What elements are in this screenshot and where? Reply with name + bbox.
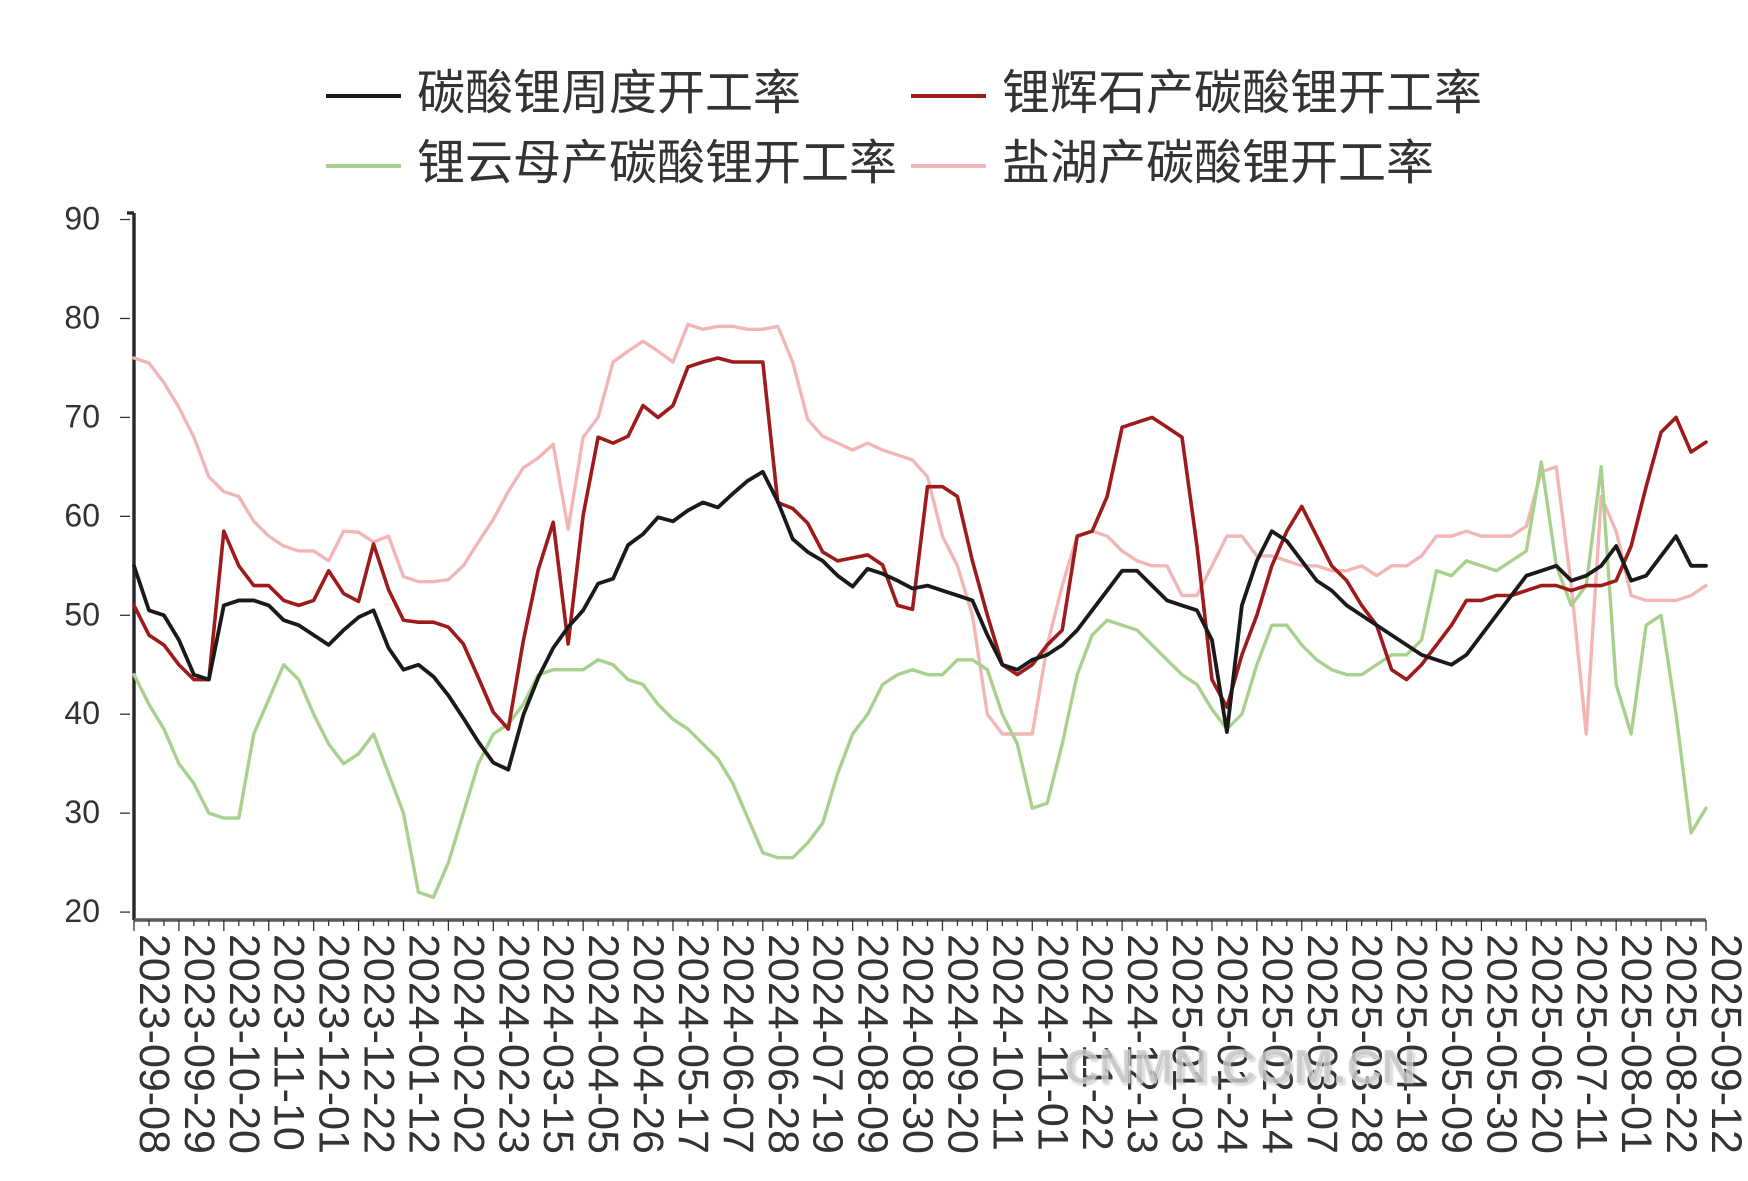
- svg-text:2024-04-05: 2024-04-05: [579, 934, 627, 1154]
- svg-text:2024-01-12: 2024-01-12: [399, 934, 447, 1154]
- svg-text:2024-10-11: 2024-10-11: [983, 934, 1031, 1151]
- svg-text:2025-09-12: 2025-09-12: [1702, 934, 1748, 1154]
- svg-text:2024-07-19: 2024-07-19: [804, 934, 852, 1154]
- svg-text:2024-03-15: 2024-03-15: [534, 934, 582, 1154]
- svg-text:2025-05-09: 2025-05-09: [1433, 934, 1481, 1154]
- svg-text:40: 40: [64, 695, 100, 731]
- svg-text:2024-08-30: 2024-08-30: [894, 934, 942, 1154]
- svg-text:2025-07-11: 2025-07-11: [1567, 934, 1615, 1151]
- svg-text:2024-04-26: 2024-04-26: [624, 934, 672, 1154]
- svg-text:2025-08-22: 2025-08-22: [1657, 934, 1705, 1154]
- svg-text:90: 90: [64, 201, 100, 237]
- svg-text:70: 70: [64, 398, 100, 434]
- svg-text:2023-09-08: 2023-09-08: [130, 934, 178, 1154]
- svg-text:2024-09-20: 2024-09-20: [938, 934, 986, 1154]
- svg-text:2023-12-22: 2023-12-22: [355, 934, 403, 1154]
- svg-text:80: 80: [64, 299, 100, 335]
- svg-text:2023-10-20: 2023-10-20: [220, 934, 268, 1154]
- svg-text:2024-02-02: 2024-02-02: [444, 934, 492, 1154]
- svg-text:2024-06-28: 2024-06-28: [759, 934, 807, 1154]
- svg-text:2024-02-23: 2024-02-23: [489, 934, 537, 1154]
- svg-text:2025-08-01: 2025-08-01: [1612, 934, 1660, 1154]
- svg-text:2025-05-30: 2025-05-30: [1477, 934, 1525, 1154]
- svg-text:2025-06-20: 2025-06-20: [1522, 934, 1570, 1154]
- svg-text:2023-09-29: 2023-09-29: [175, 934, 223, 1154]
- svg-text:2023-11-10: 2023-11-10: [265, 934, 313, 1151]
- svg-text:30: 30: [64, 794, 100, 830]
- svg-text:50: 50: [64, 596, 100, 632]
- svg-text:2024-06-07: 2024-06-07: [714, 934, 762, 1154]
- svg-text:2024-08-09: 2024-08-09: [849, 934, 897, 1154]
- svg-text:2024-05-17: 2024-05-17: [669, 934, 717, 1154]
- svg-text:20: 20: [64, 893, 100, 929]
- svg-text:2023-12-01: 2023-12-01: [310, 934, 358, 1154]
- svg-text:60: 60: [64, 497, 100, 533]
